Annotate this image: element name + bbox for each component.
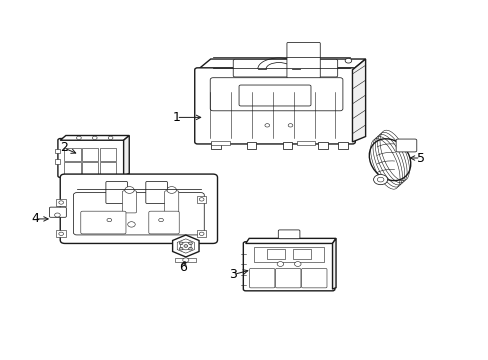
Bar — [101, 176, 108, 181]
FancyBboxPatch shape — [275, 269, 300, 288]
FancyBboxPatch shape — [210, 78, 342, 111]
Bar — [57, 199, 66, 206]
Circle shape — [108, 136, 113, 140]
FancyBboxPatch shape — [243, 242, 334, 291]
Text: 5: 5 — [416, 152, 424, 165]
FancyBboxPatch shape — [278, 230, 299, 239]
Bar — [267, 249, 284, 260]
Bar — [282, 142, 291, 149]
Text: 4: 4 — [32, 212, 40, 225]
Polygon shape — [177, 239, 194, 253]
FancyBboxPatch shape — [395, 139, 416, 152]
FancyBboxPatch shape — [249, 269, 274, 288]
Circle shape — [180, 242, 191, 250]
Ellipse shape — [368, 139, 410, 181]
Bar — [82, 162, 98, 174]
Bar — [64, 162, 81, 174]
Circle shape — [287, 123, 292, 127]
Circle shape — [77, 136, 81, 140]
Circle shape — [183, 258, 188, 262]
Circle shape — [179, 242, 183, 245]
Bar — [55, 149, 60, 153]
Bar — [69, 176, 77, 181]
Polygon shape — [245, 238, 335, 243]
Circle shape — [59, 201, 63, 204]
FancyBboxPatch shape — [164, 191, 179, 213]
Text: 2: 2 — [60, 141, 67, 154]
Circle shape — [92, 136, 97, 140]
Circle shape — [199, 198, 203, 201]
Circle shape — [373, 175, 387, 185]
Bar — [338, 142, 347, 149]
Bar — [197, 196, 206, 203]
Polygon shape — [197, 59, 365, 70]
Circle shape — [264, 123, 269, 127]
Circle shape — [59, 232, 63, 235]
Bar — [64, 148, 81, 161]
Circle shape — [199, 232, 203, 235]
FancyBboxPatch shape — [60, 174, 217, 243]
FancyBboxPatch shape — [73, 193, 204, 235]
Polygon shape — [123, 135, 129, 176]
FancyBboxPatch shape — [239, 85, 310, 106]
Bar — [55, 159, 60, 164]
Bar — [175, 257, 196, 262]
Bar — [57, 230, 66, 237]
Circle shape — [124, 186, 134, 193]
FancyBboxPatch shape — [58, 139, 126, 177]
Text: 1: 1 — [172, 111, 180, 124]
Circle shape — [277, 262, 283, 266]
FancyBboxPatch shape — [145, 181, 167, 203]
Bar — [318, 142, 327, 149]
Bar — [85, 176, 92, 181]
Circle shape — [345, 58, 351, 63]
Bar — [197, 230, 206, 237]
Circle shape — [377, 177, 383, 182]
FancyBboxPatch shape — [122, 191, 136, 213]
FancyBboxPatch shape — [286, 42, 320, 78]
Text: 3: 3 — [228, 268, 236, 281]
Circle shape — [179, 247, 183, 250]
FancyBboxPatch shape — [301, 269, 326, 288]
Text: 6: 6 — [179, 261, 187, 274]
Polygon shape — [352, 59, 365, 142]
Circle shape — [188, 247, 192, 250]
Bar — [100, 148, 116, 161]
FancyBboxPatch shape — [148, 211, 179, 234]
Bar — [100, 162, 116, 174]
FancyBboxPatch shape — [49, 207, 66, 217]
Circle shape — [294, 262, 301, 266]
Bar — [82, 148, 98, 161]
Circle shape — [107, 219, 111, 222]
Bar — [293, 249, 310, 260]
FancyBboxPatch shape — [106, 181, 127, 203]
Circle shape — [167, 186, 176, 193]
Circle shape — [127, 222, 135, 227]
Polygon shape — [172, 235, 199, 257]
Circle shape — [159, 219, 163, 222]
Bar — [211, 142, 221, 149]
FancyBboxPatch shape — [194, 68, 355, 144]
Bar — [211, 141, 230, 145]
FancyBboxPatch shape — [81, 211, 126, 234]
Circle shape — [55, 213, 60, 217]
FancyBboxPatch shape — [233, 59, 337, 77]
Bar — [246, 142, 256, 149]
Circle shape — [188, 242, 192, 245]
Polygon shape — [332, 238, 335, 289]
Circle shape — [183, 245, 187, 247]
Polygon shape — [60, 135, 129, 140]
Bar — [296, 141, 315, 145]
Bar — [254, 247, 323, 262]
